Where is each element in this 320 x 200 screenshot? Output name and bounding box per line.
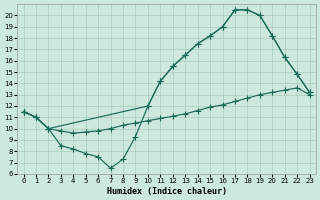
X-axis label: Humidex (Indice chaleur): Humidex (Indice chaleur) <box>107 187 227 196</box>
